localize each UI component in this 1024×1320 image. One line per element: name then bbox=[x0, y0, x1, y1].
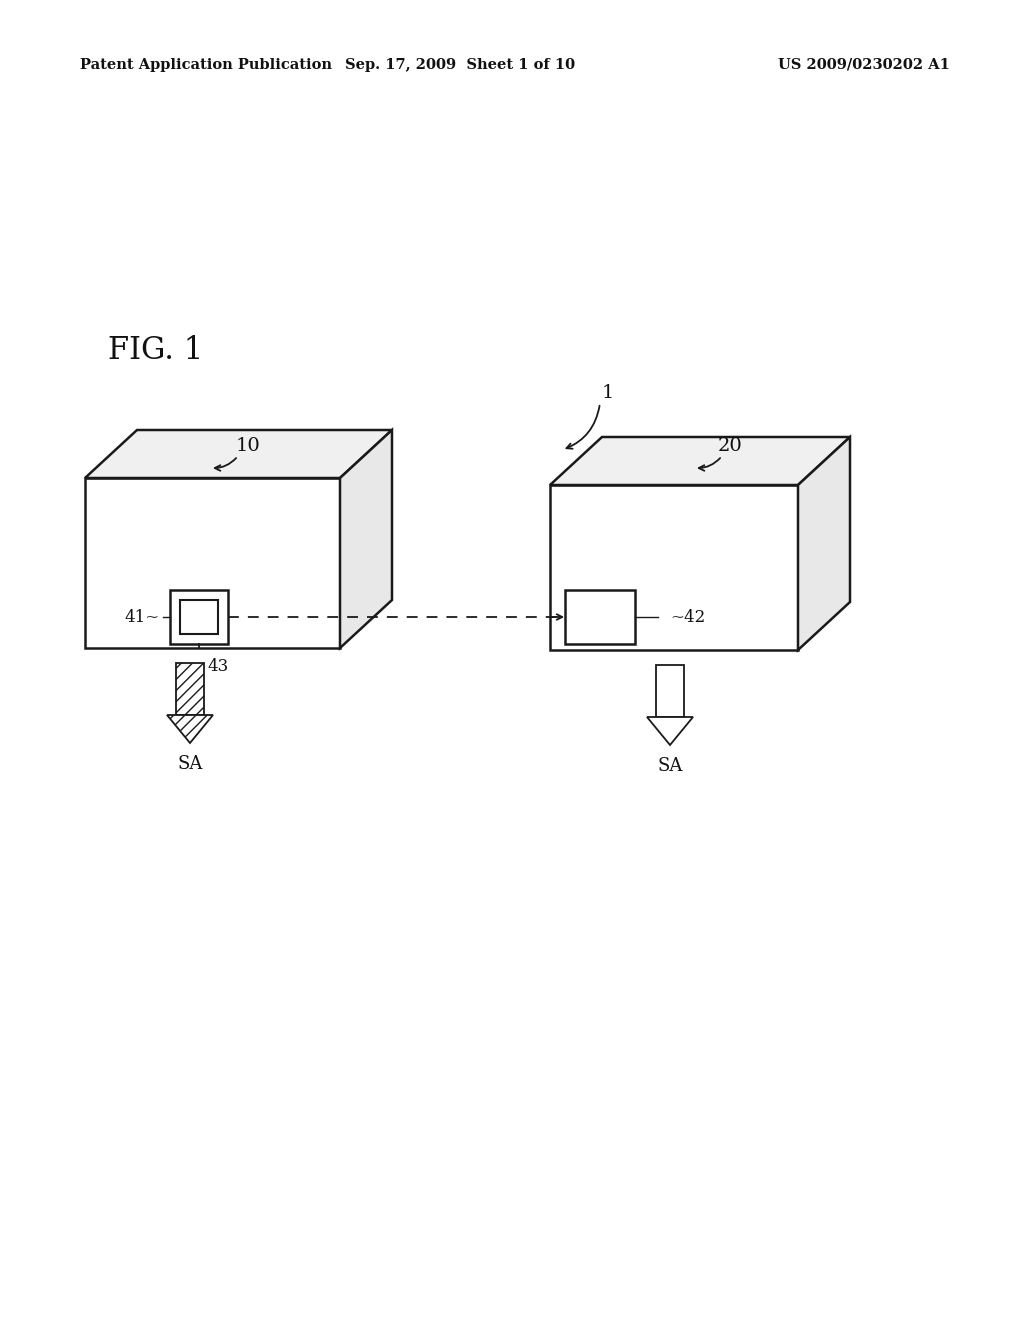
Text: Sep. 17, 2009  Sheet 1 of 10: Sep. 17, 2009 Sheet 1 of 10 bbox=[345, 58, 575, 73]
Polygon shape bbox=[85, 430, 392, 478]
Text: SA: SA bbox=[177, 755, 203, 774]
Polygon shape bbox=[170, 590, 228, 644]
Text: 41~: 41~ bbox=[125, 609, 160, 626]
Polygon shape bbox=[550, 437, 850, 484]
Text: 43: 43 bbox=[207, 657, 228, 675]
Polygon shape bbox=[798, 437, 850, 649]
Text: ~42: ~42 bbox=[670, 609, 706, 626]
Polygon shape bbox=[340, 430, 392, 648]
Polygon shape bbox=[656, 665, 684, 717]
Text: Patent Application Publication: Patent Application Publication bbox=[80, 58, 332, 73]
Text: SA: SA bbox=[657, 756, 683, 775]
Text: 10: 10 bbox=[236, 437, 260, 455]
Text: US 2009/0230202 A1: US 2009/0230202 A1 bbox=[778, 58, 950, 73]
Text: FIG. 1: FIG. 1 bbox=[108, 335, 203, 366]
Text: 20: 20 bbox=[718, 437, 742, 455]
Polygon shape bbox=[85, 478, 340, 648]
Polygon shape bbox=[167, 715, 213, 743]
Polygon shape bbox=[176, 663, 204, 715]
Polygon shape bbox=[647, 717, 693, 744]
Polygon shape bbox=[565, 590, 635, 644]
Text: 1: 1 bbox=[602, 384, 614, 403]
Polygon shape bbox=[180, 601, 218, 634]
Polygon shape bbox=[550, 484, 798, 649]
